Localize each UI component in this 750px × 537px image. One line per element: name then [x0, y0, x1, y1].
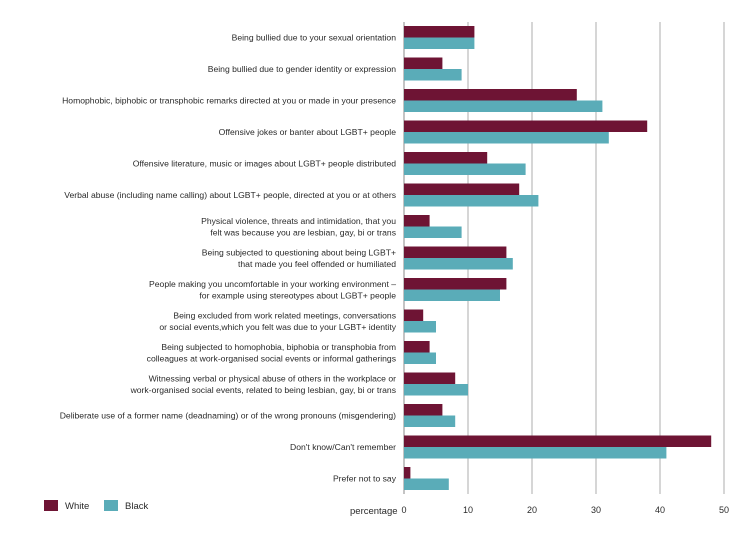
- bar-black: [404, 478, 449, 490]
- category-label: Being subjected to homophobia, biphobia …: [161, 342, 396, 352]
- x-tick-label: 30: [591, 505, 601, 515]
- bar-white: [404, 89, 577, 101]
- bar-black: [404, 289, 500, 301]
- bar-black: [404, 352, 436, 364]
- category-label: or social events,which you felt was due …: [159, 322, 396, 332]
- bar-white: [404, 183, 520, 195]
- category-label: Deliberate use of a former name (deadnam…: [60, 411, 396, 421]
- x-axis-title: percentage: [350, 506, 398, 517]
- category-label: Being bullied due to your sexual orienta…: [232, 33, 397, 43]
- bar-white: [404, 246, 507, 258]
- bar-white: [404, 372, 456, 384]
- x-tick-label: 0: [401, 505, 406, 515]
- category-label: Being excluded from work related meeting…: [173, 310, 396, 320]
- bar-white: [404, 404, 443, 416]
- bar-white: [404, 215, 430, 227]
- category-label: Being bullied due to gender identity or …: [208, 64, 396, 74]
- category-label: Verbal abuse (including name calling) ab…: [64, 190, 396, 200]
- legend-label-white: White: [65, 501, 89, 512]
- bars: [404, 26, 712, 490]
- bar-black: [404, 100, 603, 112]
- category-label: Don't know/Can't remember: [290, 442, 396, 452]
- legend-swatch-black: [104, 500, 118, 511]
- bar-black: [404, 415, 456, 427]
- bar-white: [404, 341, 430, 353]
- bar-white: [404, 309, 424, 321]
- bar-white: [404, 278, 507, 290]
- category-label: felt was because you are lesbian, gay, b…: [210, 227, 396, 237]
- category-label: Prefer not to say: [333, 474, 397, 484]
- category-label: People making you uncomfortable in your …: [149, 279, 396, 289]
- category-label: Physical violence, threats and intimidat…: [201, 216, 396, 226]
- category-label: Witnessing verbal or physical abuse of o…: [149, 373, 397, 383]
- legend: White Black: [44, 500, 148, 512]
- legend-swatch-white: [44, 500, 58, 511]
- x-tick-label: 50: [719, 505, 729, 515]
- category-label: Homophobic, biphobic or transphobic rema…: [62, 96, 396, 106]
- x-tick-label: 20: [527, 505, 537, 515]
- bar-black: [404, 384, 468, 396]
- bar-black: [404, 226, 462, 238]
- bar-black: [404, 447, 667, 459]
- bar-white: [404, 57, 443, 69]
- bar-black: [404, 195, 539, 207]
- bar-black: [404, 321, 436, 333]
- x-axis-ticks: 0 10 20 30 40 50: [401, 505, 729, 515]
- x-tick-label: 10: [463, 505, 473, 515]
- x-tick-label: 40: [655, 505, 665, 515]
- category-label: colleagues at work-organised social even…: [147, 353, 396, 363]
- bar-black: [404, 37, 475, 49]
- category-label: work-organised social events, related to…: [130, 385, 396, 395]
- category-labels: Being bullied due to your sexual orienta…: [60, 33, 397, 484]
- category-label: Offensive literature, music or images ab…: [133, 159, 397, 169]
- category-label: for example using stereotypes about LGBT…: [199, 290, 396, 300]
- bar-white: [404, 26, 475, 38]
- bar-white: [404, 467, 411, 479]
- bar-black: [404, 258, 513, 270]
- bar-black: [404, 69, 462, 81]
- category-label: that made you feel offended or humiliate…: [238, 259, 396, 269]
- bar-white: [404, 120, 648, 132]
- bar-white: [404, 435, 712, 447]
- bar-white: [404, 152, 488, 164]
- bar-black: [404, 132, 609, 144]
- category-label: Being subjected to questioning about bei…: [202, 247, 396, 257]
- category-label: Offensive jokes or banter about LGBT+ pe…: [219, 127, 397, 137]
- legend-label-black: Black: [125, 501, 148, 512]
- bar-black: [404, 163, 526, 175]
